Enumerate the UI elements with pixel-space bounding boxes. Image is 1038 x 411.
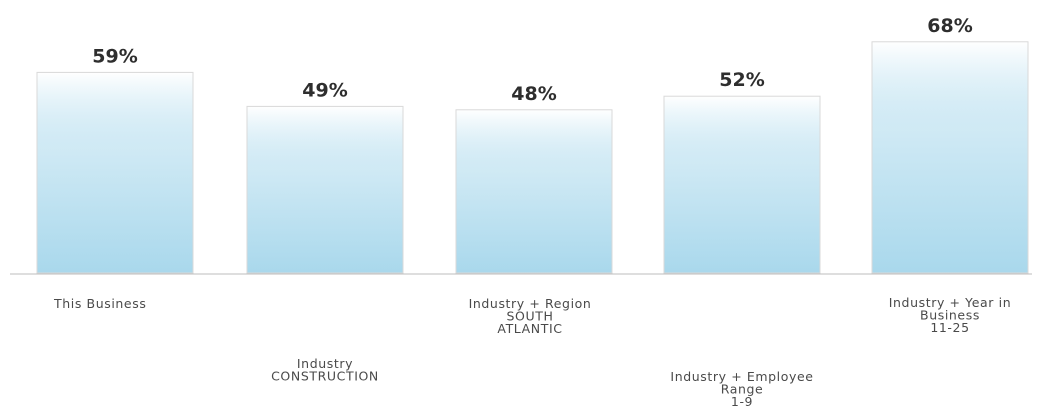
bar-5 <box>871 41 1029 274</box>
category-label-5-line-3: 11-25 <box>930 320 969 335</box>
category-label-4-line-1: Industry + Employee <box>670 369 813 384</box>
category-label-3-line-2: SOUTH <box>507 309 554 324</box>
value-labels-layer: 59% 49% 48% 52% 68% <box>92 15 972 105</box>
category-label-5-line-1: Industry + Year in <box>889 295 1011 310</box>
bar-2 <box>246 105 404 274</box>
category-label-1-line-1: This Business <box>53 296 146 311</box>
category-label-5-line-2: Business <box>920 308 980 323</box>
category-label-4-line-2: Range <box>721 382 764 397</box>
bar-4 <box>663 95 821 274</box>
bar-1 <box>36 71 194 274</box>
bars-layer <box>36 41 1029 274</box>
category-label-2-line-1: Industry <box>297 356 353 371</box>
bar-3 <box>455 109 613 274</box>
category-label-3-line-3: ATLANTIC <box>497 321 562 336</box>
value-label-4: 52% <box>719 69 764 91</box>
category-label-3: Industry + Region SOUTH ATLANTIC <box>469 296 592 336</box>
value-label-3: 48% <box>511 83 556 105</box>
category-label-3-line-1: Industry + Region <box>469 296 592 311</box>
category-label-2: Industry CONSTRUCTION <box>271 356 379 384</box>
category-label-1: This Business <box>53 296 146 311</box>
value-label-1: 59% <box>92 45 137 67</box>
value-label-5: 68% <box>927 15 972 37</box>
category-label-5: Industry + Year in Business 11-25 <box>889 295 1011 335</box>
category-label-2-line-2: CONSTRUCTION <box>271 369 379 384</box>
category-label-4: Industry + Employee Range 1-9 <box>670 369 813 409</box>
category-label-4-line-3: 1-9 <box>731 394 753 409</box>
value-label-2: 49% <box>302 79 347 101</box>
